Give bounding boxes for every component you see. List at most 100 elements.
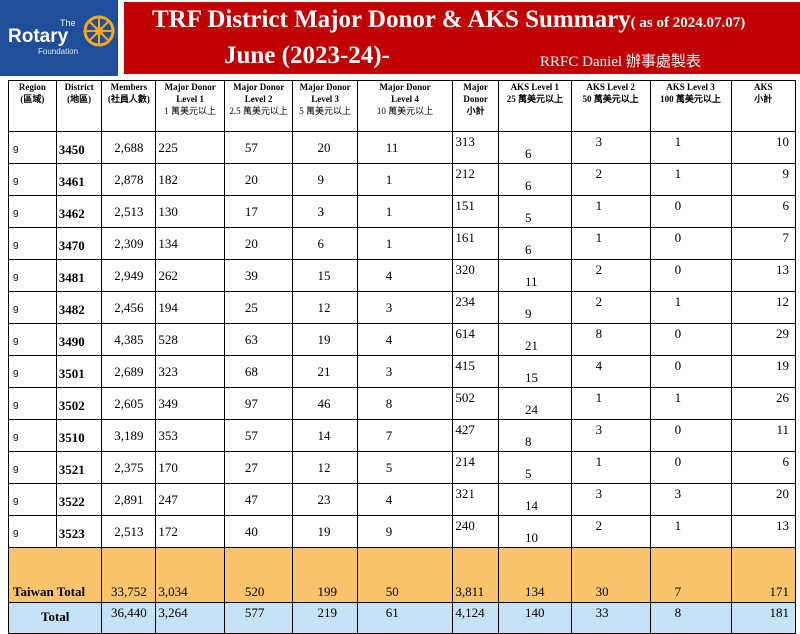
table-cell: 9 bbox=[8, 131, 57, 164]
table-cell: 1 bbox=[570, 387, 651, 420]
table-cell: 8 bbox=[356, 387, 454, 420]
column-header: AKS Level 1 25 萬美元以上 bbox=[497, 80, 572, 132]
table-cell: 5 bbox=[497, 195, 572, 228]
table-cell: 0 bbox=[649, 227, 732, 260]
table-row: 9 3501 2,689 323 68 21 3 415 15 4 0 19 bbox=[8, 355, 797, 388]
table-cell: 3490 bbox=[55, 323, 103, 356]
taiwan-total-row: Taiwan Total 33,752 3,034 520 199 50 3,811 134 3… bbox=[7, 547, 797, 603]
table-cell: 57 bbox=[223, 419, 294, 452]
taiwan-total-label: Taiwan Total bbox=[7, 547, 103, 603]
table-cell: 9 bbox=[8, 451, 57, 484]
table-cell: 4 bbox=[570, 355, 651, 388]
table-cell: 2 bbox=[570, 291, 651, 324]
table-cell: 313 bbox=[452, 131, 499, 164]
table-cell: 3501 bbox=[55, 355, 103, 388]
table-cell: 14 bbox=[292, 419, 358, 452]
column-header-line: Major Donor bbox=[164, 82, 216, 92]
table-cell: 0 bbox=[649, 355, 732, 388]
table-cell: 4,385 bbox=[101, 323, 157, 356]
column-header-line: Level 4 bbox=[391, 94, 419, 104]
table-cell: 3,189 bbox=[101, 419, 157, 452]
table-cell: 323 bbox=[155, 355, 225, 388]
table-cell: 14 bbox=[497, 483, 572, 516]
table-cell: 9 bbox=[497, 291, 572, 324]
table-cell: 27 bbox=[223, 451, 294, 484]
table-cell: 182 bbox=[155, 163, 225, 196]
column-header-line: Major Donor bbox=[233, 82, 285, 92]
table-cell: 11 bbox=[356, 131, 454, 164]
column-header: Major Donor Level 4 10 萬美元以上 bbox=[356, 80, 454, 132]
table-row: 9 3523 2,513 172 40 19 9 240 10 2 1 13 bbox=[8, 515, 797, 548]
table-cell: 3 bbox=[570, 131, 651, 164]
table-cell: 2,949 bbox=[101, 259, 157, 292]
logo-the: The bbox=[60, 18, 76, 28]
logo-rotary: Rotary bbox=[8, 26, 69, 47]
table-cell: 10 bbox=[730, 131, 797, 164]
table-cell: 353 bbox=[155, 419, 225, 452]
total-cell: 4,124 bbox=[452, 602, 499, 634]
table-cell: 4 bbox=[356, 483, 454, 516]
table-cell: 240 bbox=[452, 515, 499, 548]
table-cell: 12 bbox=[292, 291, 358, 324]
table-cell: 349 bbox=[155, 387, 225, 420]
table-cell: 321 bbox=[452, 483, 499, 516]
column-header-line: Level 1 bbox=[176, 94, 205, 104]
table-row: 9 3522 2,891 247 47 23 4 321 14 3 3 20 bbox=[8, 483, 797, 516]
column-header-line: 小計 bbox=[466, 106, 485, 116]
table-cell: 9 bbox=[356, 515, 454, 548]
total-cell: 3,264 bbox=[155, 602, 225, 634]
table-cell: 11 bbox=[730, 419, 797, 452]
table-cell: 502 bbox=[452, 387, 499, 420]
column-header-line: District bbox=[64, 82, 94, 92]
column-header: Major Donor Level 1 1 萬美元以上 bbox=[155, 80, 225, 132]
table-cell: 2,891 bbox=[101, 483, 157, 516]
table-cell: 12 bbox=[730, 291, 797, 324]
column-header-line: 100 萬美元以上 bbox=[660, 94, 721, 104]
table-row: 9 3482 2,456 194 25 12 3 234 9 2 1 12 bbox=[8, 291, 797, 324]
table-cell: 15 bbox=[292, 259, 358, 292]
table-cell: 3502 bbox=[55, 387, 103, 420]
column-header-line: Major Donor bbox=[379, 82, 431, 92]
table-cell: 2,375 bbox=[101, 451, 157, 484]
total-row: Total 36,440 3,264 577 219 61 4,124 140 33 8 181 bbox=[7, 602, 797, 634]
table-cell: 3450 bbox=[55, 131, 103, 164]
column-header: District (地區) bbox=[55, 80, 103, 132]
table-cell: 24 bbox=[497, 387, 572, 420]
summary-table: Region (區域) District (地區) Members (社員人數) Major… bbox=[7, 80, 797, 634]
total-cell: 3,811 bbox=[452, 547, 499, 603]
table-cell: 20 bbox=[730, 483, 797, 516]
total-cell: 30 bbox=[570, 547, 651, 603]
table-cell: 5 bbox=[356, 451, 454, 484]
table-cell: 1 bbox=[356, 227, 454, 260]
table-cell: 40 bbox=[223, 515, 294, 548]
table-cell: 247 bbox=[155, 483, 225, 516]
total-cell: 3,034 bbox=[155, 547, 225, 603]
table-cell: 20 bbox=[223, 227, 294, 260]
column-header-line: Level 3 bbox=[311, 94, 339, 104]
table-cell: 8 bbox=[497, 419, 572, 452]
table-cell: 3510 bbox=[55, 419, 103, 452]
table-cell: 5 bbox=[497, 451, 572, 484]
table-cell: 1 bbox=[649, 163, 732, 196]
table-cell: 130 bbox=[155, 195, 225, 228]
total-cell: 140 bbox=[497, 602, 572, 634]
table-cell: 39 bbox=[223, 259, 294, 292]
table-cell: 9 bbox=[8, 355, 57, 388]
table-cell: 0 bbox=[649, 451, 732, 484]
table-cell: 4 bbox=[356, 259, 454, 292]
table-cell: 6 bbox=[497, 163, 572, 196]
table-row: 9 3521 2,375 170 27 12 5 214 5 1 0 6 bbox=[8, 451, 797, 484]
table-cell: 1 bbox=[649, 387, 732, 420]
column-header: Members (社員人數) bbox=[101, 80, 157, 132]
total-cell: 199 bbox=[292, 547, 358, 603]
table-cell: 2,456 bbox=[101, 291, 157, 324]
table-cell: 1 bbox=[649, 515, 732, 548]
table-row: 9 3462 2,513 130 17 3 1 151 5 1 0 6 bbox=[8, 195, 797, 228]
total-cell: 171 bbox=[730, 547, 797, 603]
table-cell: 234 bbox=[452, 291, 499, 324]
table-cell: 10 bbox=[497, 515, 572, 548]
column-header-line: 25 萬美元以上 bbox=[506, 94, 563, 104]
table-cell: 6 bbox=[730, 195, 797, 228]
table-cell: 0 bbox=[649, 195, 732, 228]
title-as-of: ( as of 2024.07.07) bbox=[630, 15, 746, 31]
